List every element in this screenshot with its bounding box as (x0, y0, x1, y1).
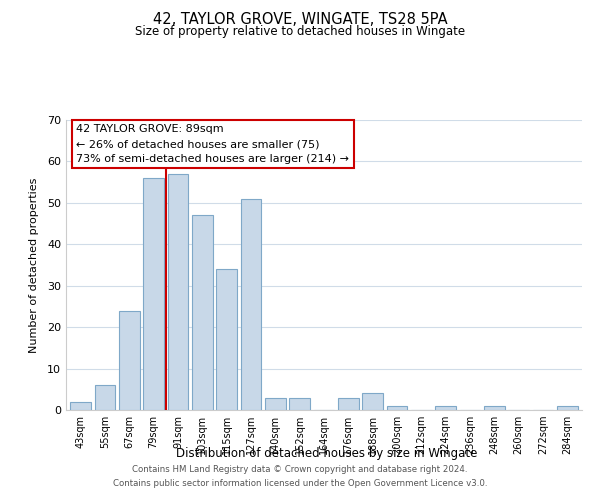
Bar (216, 269, 237, 410)
Bar (289, 398, 310, 410)
Bar (95, 385, 115, 410)
Bar (338, 398, 359, 410)
Bar (484, 406, 505, 410)
Y-axis label: Number of detached properties: Number of detached properties (29, 178, 38, 352)
Bar (119, 310, 140, 410)
Bar (362, 394, 383, 410)
Bar (241, 198, 262, 410)
Text: Distribution of detached houses by size in Wingate: Distribution of detached houses by size … (176, 448, 478, 460)
Bar (436, 406, 456, 410)
Text: 42 TAYLOR GROVE: 89sqm
← 26% of detached houses are smaller (75)
73% of semi-det: 42 TAYLOR GROVE: 89sqm ← 26% of detached… (76, 124, 349, 164)
Text: Size of property relative to detached houses in Wingate: Size of property relative to detached ho… (135, 25, 465, 38)
Bar (265, 398, 286, 410)
Text: Contains HM Land Registry data © Crown copyright and database right 2024.
Contai: Contains HM Land Registry data © Crown c… (113, 466, 487, 487)
Bar (143, 178, 164, 410)
Bar (557, 406, 578, 410)
Bar (386, 406, 407, 410)
Bar (167, 174, 188, 410)
Bar (192, 216, 212, 410)
Text: 42, TAYLOR GROVE, WINGATE, TS28 5PA: 42, TAYLOR GROVE, WINGATE, TS28 5PA (152, 12, 448, 28)
Bar (70, 402, 91, 410)
